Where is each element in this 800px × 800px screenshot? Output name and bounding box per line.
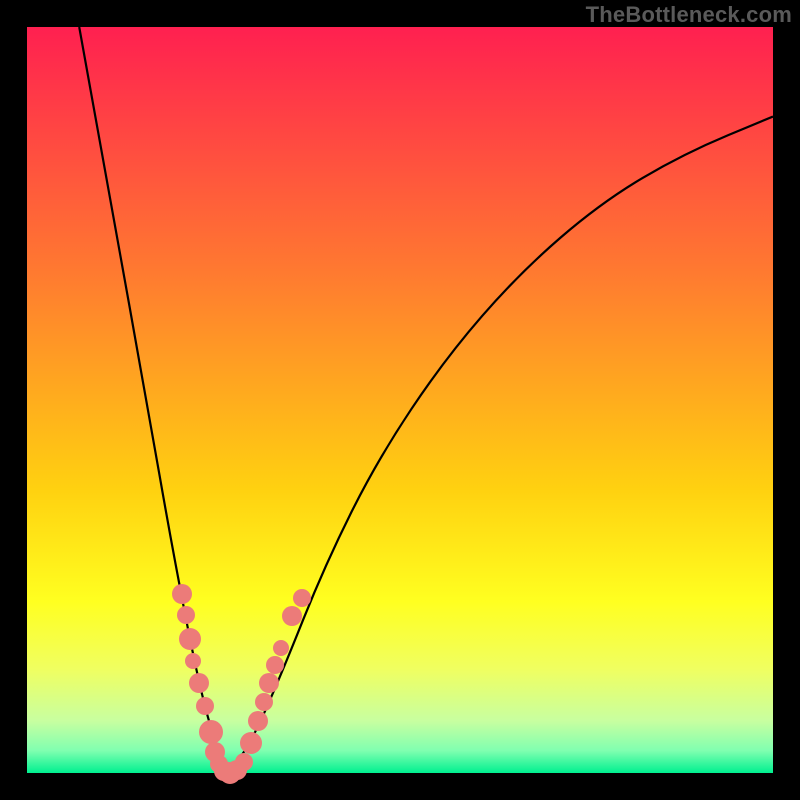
bottleneck-curve — [27, 27, 773, 773]
data-point — [199, 720, 223, 744]
data-point — [179, 628, 201, 650]
data-point — [248, 711, 268, 731]
data-point — [273, 640, 289, 656]
data-point — [293, 589, 311, 607]
data-point — [189, 673, 209, 693]
data-point — [185, 653, 201, 669]
data-point — [172, 584, 192, 604]
data-point — [240, 732, 262, 754]
data-point — [266, 656, 284, 674]
data-point — [259, 673, 279, 693]
data-point — [177, 606, 195, 624]
watermark-text: TheBottleneck.com — [586, 2, 792, 28]
plot-area — [27, 27, 773, 773]
data-point — [282, 606, 302, 626]
data-point — [255, 693, 273, 711]
chart-frame: TheBottleneck.com — [0, 0, 800, 800]
data-point — [235, 753, 253, 771]
data-point — [196, 697, 214, 715]
